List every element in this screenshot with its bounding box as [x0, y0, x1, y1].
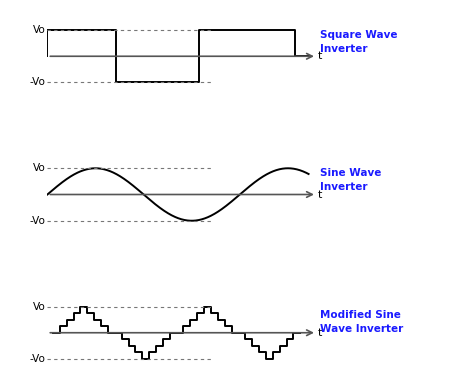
Text: t: t	[318, 189, 323, 200]
Text: Sine Wave
Inverter: Sine Wave Inverter	[319, 168, 381, 192]
Text: t: t	[318, 328, 323, 338]
Text: Modified Sine
Wave Inverter: Modified Sine Wave Inverter	[319, 310, 403, 334]
Text: -Vo: -Vo	[29, 354, 45, 364]
Text: Vo: Vo	[32, 25, 45, 35]
Text: Vo: Vo	[32, 301, 45, 312]
Text: -Vo: -Vo	[29, 216, 45, 226]
Text: Vo: Vo	[32, 163, 45, 173]
Text: -Vo: -Vo	[29, 77, 45, 88]
Text: t: t	[318, 51, 323, 61]
Text: Square Wave
Inverter: Square Wave Inverter	[319, 30, 397, 54]
